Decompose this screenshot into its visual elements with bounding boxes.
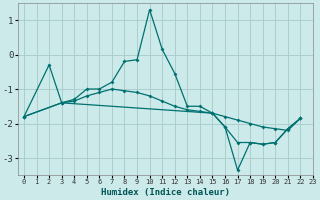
X-axis label: Humidex (Indice chaleur): Humidex (Indice chaleur) <box>101 188 230 197</box>
